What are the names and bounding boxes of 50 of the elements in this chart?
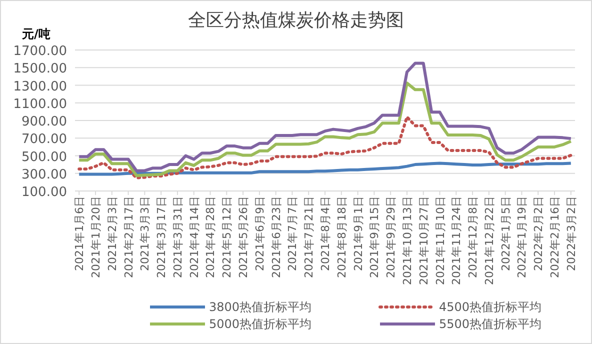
y-tick-label: 1100.00	[13, 96, 67, 112]
x-tick-label: 2021年3月31日	[171, 196, 184, 278]
x-tick-label: 2021年9月29日	[384, 196, 398, 278]
x-tick-label: 2021年8月4日	[319, 196, 332, 271]
x-tick-label: 2021年2月3日	[106, 196, 119, 271]
y-tick-label: 500.00	[22, 150, 67, 165]
line-series	[78, 82, 572, 178]
y-tick-label: 100.00	[22, 185, 67, 200]
x-tick-label: 2021年5月12日	[220, 196, 234, 278]
x-tick-label: 2021年3月17日	[155, 196, 168, 278]
x-tick-label: 2022年1月5日	[499, 196, 512, 271]
x-tick-label: 2021年11月10日	[434, 196, 447, 285]
x-tick-label: 2021年12月8日	[466, 196, 480, 278]
y-tick-label: 1300.00	[13, 79, 67, 94]
x-tick-label: 2021年6月23日	[270, 196, 283, 278]
x-tick-label: 2021年2月17日	[122, 196, 136, 278]
x-tick-label: 2022年2月2日	[532, 196, 546, 271]
x-tick-label: 2021年6月9日	[253, 196, 266, 271]
legend-label: 4500热值折标平均	[439, 300, 542, 314]
x-tick-label: 2021年3月3日	[138, 196, 152, 271]
y-tick-label: 1700.00	[13, 44, 67, 59]
x-tick-label: 2021年4月28日	[204, 196, 218, 278]
y-tick-label: 300.00	[22, 167, 67, 182]
line-series	[78, 162, 572, 176]
legend-label: 5500热值折标平均	[439, 317, 542, 331]
x-tick-label: 2021年10月27日	[417, 196, 430, 285]
legend-label: 3800热值折标平均	[209, 300, 312, 314]
x-tick-label: 2021年10月13日	[400, 196, 414, 285]
line-series	[78, 115, 572, 180]
x-tick-label: 2021年8月18日	[335, 196, 348, 278]
chart-title: 全区分热值煤炭价格走势图	[188, 10, 404, 31]
legend-label: 5000热值折标平均	[209, 317, 312, 331]
x-tick-label: 2021年5月26日	[237, 196, 250, 278]
y-tick-label: 700.00	[22, 132, 67, 148]
x-tick-label: 2021年4月14日	[188, 196, 201, 278]
y-tick-label: 900.00	[22, 114, 67, 130]
x-tick-label: 2022年3月2日	[564, 196, 578, 271]
x-tick-label: 2021年9月1日	[352, 196, 365, 271]
x-tick-label: 2021年11月24日	[450, 196, 464, 285]
x-tick-label: 2021年7月21日	[302, 196, 316, 278]
x-tick-label: 2021年1月6日	[73, 196, 86, 271]
x-tick-label: 2021年7月7日	[286, 196, 300, 271]
y-tick-label: 1500.00	[13, 62, 67, 77]
y-axis-title: 元/吨	[21, 27, 50, 41]
x-tick-label: 2022年2月16日	[548, 196, 562, 278]
x-tick-label: 2021年9月15日	[368, 196, 382, 278]
x-tick-label: 2021年12月22日	[482, 196, 496, 285]
x-tick-label: 2021年1月20日	[89, 196, 102, 278]
line-series	[78, 62, 572, 172]
x-tick-label: 2022年1月19日	[516, 196, 529, 278]
